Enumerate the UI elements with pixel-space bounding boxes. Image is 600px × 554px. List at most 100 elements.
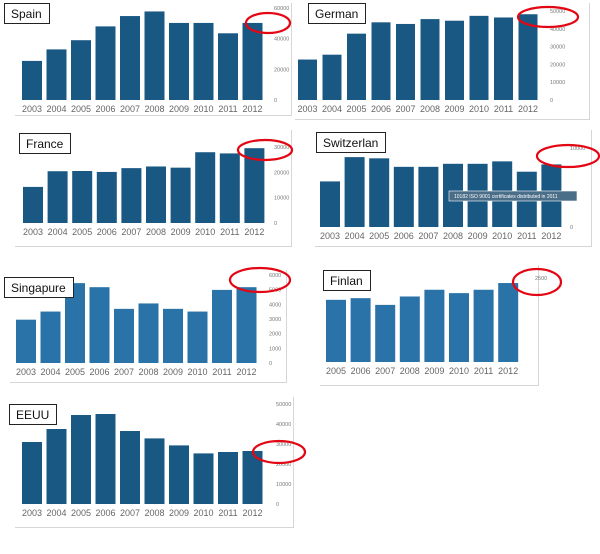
bar[interactable]	[420, 19, 440, 100]
y-tick-label: 50000	[550, 9, 565, 15]
x-tick-label: 2003	[22, 104, 42, 114]
bar[interactable]	[518, 14, 538, 100]
bar[interactable]	[40, 311, 61, 363]
y-tick-label: 20000	[550, 62, 565, 68]
finlan-chart-panel: Finlan 2500 2005 2006 2007 2008 2009 2010 2011 2…	[320, 265, 563, 386]
highlight-ellipse	[244, 11, 292, 35]
y-tick-label: 1000	[269, 346, 281, 352]
bar[interactable]	[449, 293, 469, 362]
x-tick-label: 2005	[346, 104, 366, 114]
y-tick-label: 40000	[276, 422, 291, 428]
x-tick-label: 2006	[95, 104, 115, 114]
bar[interactable]	[138, 303, 159, 363]
bar[interactable]	[121, 168, 142, 223]
chart-label: EEUU	[9, 404, 58, 425]
bar[interactable]	[71, 40, 91, 100]
x-tick-label: 2008	[144, 104, 164, 114]
bar[interactable]	[95, 414, 116, 504]
x-tick-label: 2003	[23, 227, 43, 237]
x-tick-label: 2008	[146, 227, 166, 237]
bar[interactable]	[22, 60, 42, 100]
bar[interactable]	[187, 311, 208, 363]
bar[interactable]	[144, 438, 165, 504]
bar[interactable]	[46, 429, 67, 504]
bar[interactable]	[298, 59, 317, 100]
x-tick-label: 2011	[494, 104, 513, 114]
bar[interactable]	[218, 452, 238, 504]
y-tick-label: 2000	[269, 332, 281, 338]
x-tick-label: 2005	[326, 366, 346, 376]
bar[interactable]	[219, 153, 240, 223]
bar[interactable]	[16, 319, 36, 363]
bar[interactable]	[424, 289, 445, 362]
bar[interactable]	[244, 148, 265, 223]
bar[interactable]	[65, 283, 85, 363]
bar[interactable]	[320, 181, 340, 227]
bar[interactable]	[144, 11, 165, 101]
bar[interactable]	[212, 289, 232, 363]
bar[interactable]	[163, 308, 183, 363]
x-tick-label: 2011	[517, 231, 536, 241]
x-tick-label: 2004	[345, 231, 365, 241]
x-tick-label: 2003	[297, 104, 317, 114]
bar[interactable]	[236, 287, 257, 363]
x-tick-label: 2004	[48, 227, 68, 237]
bar[interactable]	[375, 304, 396, 362]
x-tick-label: 2005	[71, 508, 91, 518]
bar[interactable]	[193, 22, 214, 101]
german-bar-chart: 0 10000 20000 30000 40000 50000 2003 2004 2005 20…	[297, 5, 580, 114]
bar[interactable]	[371, 22, 391, 101]
chart-label: German	[308, 3, 367, 24]
bar[interactable]	[22, 442, 42, 504]
x-tick-label: 2009	[424, 366, 444, 376]
bar[interactable]	[120, 431, 140, 504]
bar[interactable]	[494, 17, 513, 101]
bar[interactable]	[193, 453, 214, 504]
bar[interactable]	[469, 15, 489, 100]
bar[interactable]	[344, 157, 365, 227]
bar[interactable]	[445, 20, 464, 100]
highlight-ellipse	[511, 267, 563, 297]
bar[interactable]	[242, 451, 263, 504]
x-tick-label: 2005	[72, 227, 92, 237]
x-tick-label: 2009	[169, 508, 189, 518]
highlight-ellipse	[228, 266, 292, 294]
bar[interactable]	[47, 171, 68, 223]
bar[interactable]	[350, 298, 371, 362]
bar[interactable]	[347, 33, 366, 101]
bar[interactable]	[195, 152, 216, 223]
x-tick-label: 2006	[97, 227, 117, 237]
bar[interactable]	[473, 289, 494, 362]
x-tick-label: 2006	[95, 508, 115, 518]
bar[interactable]	[218, 33, 238, 100]
bar[interactable]	[322, 54, 342, 100]
bar[interactable]	[120, 16, 140, 100]
bar[interactable]	[396, 23, 415, 101]
bar[interactable]	[114, 308, 134, 363]
bar[interactable]	[418, 166, 439, 227]
bar[interactable]	[399, 296, 420, 362]
bar[interactable]	[71, 415, 91, 504]
x-tick-label: 2007	[418, 231, 438, 241]
bar[interactable]	[498, 283, 519, 362]
bar[interactable]	[393, 166, 414, 227]
bar[interactable]	[96, 171, 117, 223]
x-tick-label: 2009	[468, 231, 488, 241]
bar[interactable]	[369, 158, 390, 227]
bar[interactable]	[23, 186, 43, 223]
x-tick-label: 2006	[371, 104, 391, 114]
bar[interactable]	[169, 22, 189, 101]
y-tick-label: 0	[274, 98, 277, 104]
bar[interactable]	[169, 445, 189, 504]
bar[interactable]	[326, 299, 346, 362]
x-tick-label: 2010	[492, 231, 512, 241]
bar[interactable]	[89, 287, 110, 363]
bar[interactable]	[242, 22, 263, 101]
bar[interactable]	[46, 49, 67, 100]
bar[interactable]	[95, 26, 116, 100]
x-tick-label: 2008	[138, 367, 158, 377]
bar[interactable]	[170, 167, 191, 223]
x-tick-label: 2008	[400, 366, 420, 376]
bar[interactable]	[72, 170, 93, 223]
bar[interactable]	[146, 166, 166, 223]
